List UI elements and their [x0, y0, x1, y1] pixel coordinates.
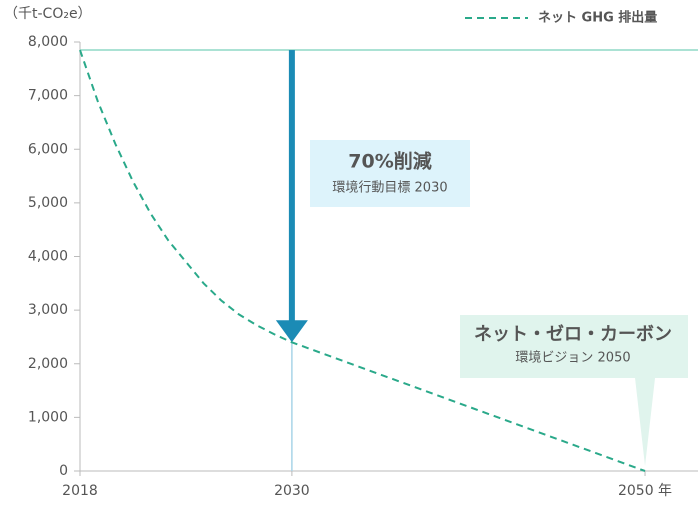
annotation-subtitle: 環境行動目標 2030: [332, 181, 447, 196]
legend-label: ネット GHG 排出量: [538, 10, 657, 26]
x-tick-label: 2050 年: [618, 483, 672, 499]
annotation-title: 70%削減: [348, 150, 431, 173]
y-tick-label: 7,000: [28, 88, 68, 104]
annotation-subtitle: 環境ビジョン 2050: [515, 351, 630, 366]
series-line: [79, 49, 646, 472]
annotation-title: ネット・ゼロ・カーボン: [474, 323, 672, 345]
annotation-box: [460, 315, 688, 466]
y-tick-label: 3,000: [28, 302, 68, 318]
annotation-box: [310, 140, 470, 207]
y-axis-label: （千t-CO₂e）: [4, 6, 92, 22]
y-tick-label: 0: [59, 463, 68, 479]
y-tick-label: 2,000: [28, 356, 68, 372]
arrow-shaft: [288, 50, 295, 323]
x-tick-label: 2030: [274, 483, 310, 499]
y-tick-label: 4,000: [28, 249, 68, 265]
y-tick-label: 6,000: [28, 141, 68, 157]
y-tick-label: 5,000: [28, 195, 68, 211]
y-tick-label: 8,000: [28, 34, 68, 50]
y-tick-label: 1,000: [28, 409, 68, 425]
x-tick-label: 2018: [62, 483, 98, 499]
arrow-head: [275, 320, 308, 343]
